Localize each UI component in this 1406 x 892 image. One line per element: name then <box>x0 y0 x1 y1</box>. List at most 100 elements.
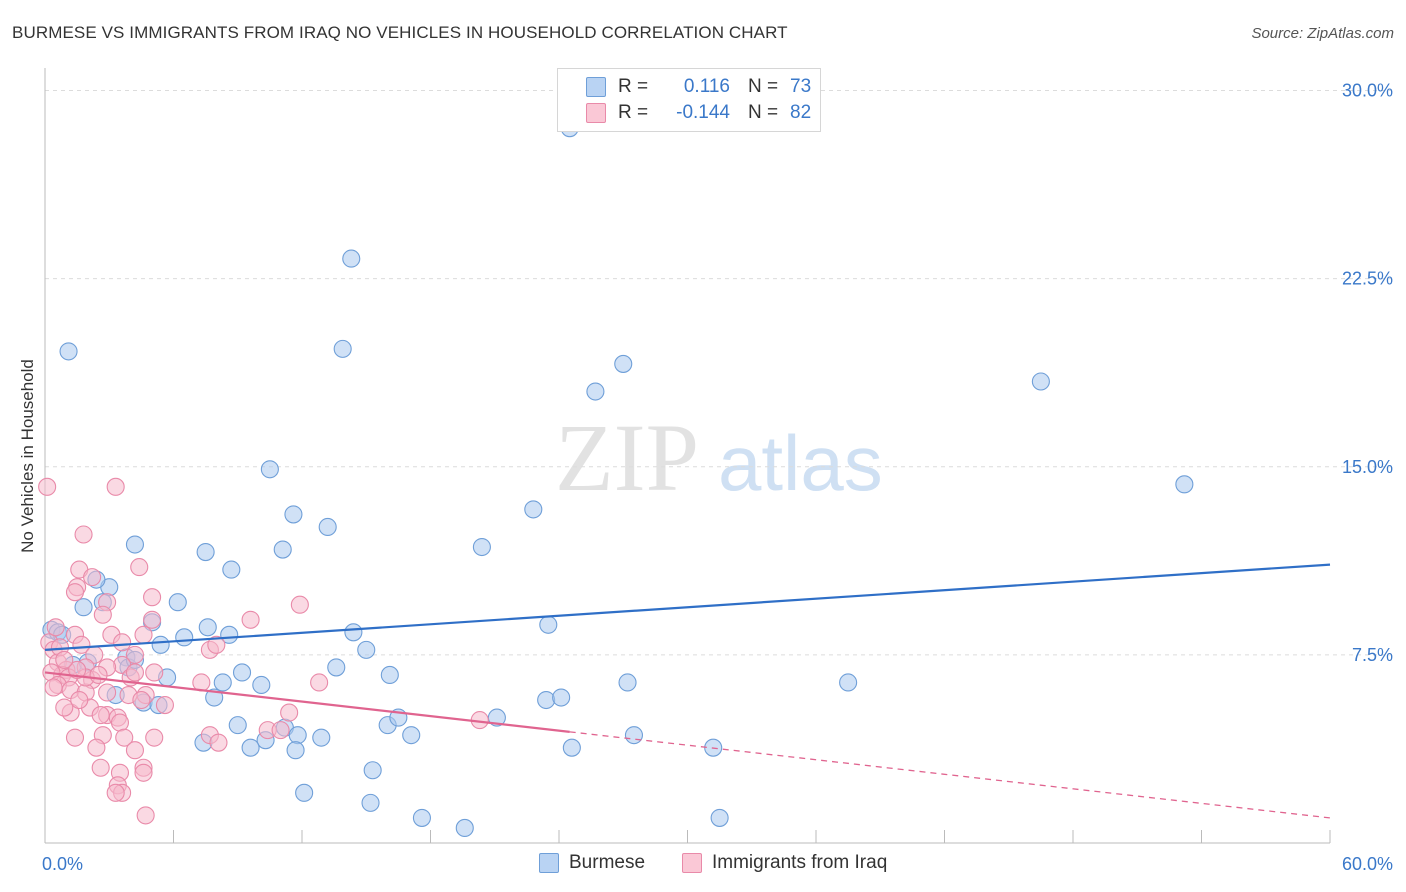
iraq-point <box>115 728 134 747</box>
burmese-point <box>241 738 260 757</box>
iraq-point <box>145 663 164 682</box>
iraq-point <box>93 605 112 624</box>
legend-swatch-iraq <box>586 103 606 123</box>
bottom-legend-label-burmese: Burmese <box>569 852 646 873</box>
iraq-point <box>55 650 74 669</box>
legend-r-value: 0.116 <box>683 76 730 97</box>
iraq-point <box>55 698 74 717</box>
iraq-point <box>44 678 63 697</box>
iraq-point <box>143 588 162 607</box>
iraq-point <box>155 695 174 715</box>
iraq-point <box>89 665 108 685</box>
burmese-point <box>363 761 382 780</box>
legend-r-label: R = <box>618 102 649 123</box>
legend-n-label: N = <box>748 102 779 123</box>
burmese-point <box>710 808 729 827</box>
burmese-point <box>228 716 247 735</box>
iraq-point <box>87 738 106 757</box>
burmese-point <box>839 673 858 692</box>
burmese-point <box>624 726 644 745</box>
burmese-point <box>252 675 271 695</box>
iraq-point <box>106 783 125 802</box>
burmese-point <box>1175 475 1194 494</box>
burmese-point <box>284 505 303 524</box>
legend-n-value: 73 <box>790 76 812 97</box>
burmese-point <box>524 500 543 519</box>
iraq-point <box>145 728 164 747</box>
iraq-point <box>91 706 110 725</box>
burmese-point <box>455 818 474 838</box>
iraq-point <box>72 635 91 654</box>
burmese-point <box>380 665 399 685</box>
bottom-legend-iraq: Immigrants from Iraq <box>682 852 887 874</box>
burmese-point <box>344 623 363 642</box>
iraq-point <box>134 763 153 782</box>
burmese-point <box>286 741 305 760</box>
burmese-point <box>614 354 633 373</box>
iraq-point <box>83 568 102 587</box>
burmese-point <box>472 537 491 557</box>
burmese-point <box>260 460 279 479</box>
iraq-point <box>113 633 132 652</box>
x-tick-label-min: 0.0% <box>42 854 83 874</box>
iraq-point <box>110 713 130 732</box>
iraq-point <box>65 583 85 602</box>
iraq-point <box>209 733 228 752</box>
y-axis-label: No Vehicles in Household <box>18 359 37 553</box>
iraq-point <box>143 610 162 629</box>
legend-r-value: -0.144 <box>676 102 730 123</box>
burmese-point <box>74 598 93 617</box>
iraq-point <box>310 673 329 692</box>
burmese-point <box>273 540 292 559</box>
x-tick-label-max: 60.0% <box>1342 854 1393 874</box>
burmese-point <box>333 339 352 358</box>
legend-r-label: R = <box>618 76 649 97</box>
iraq-point <box>74 525 93 544</box>
burmese-point <box>402 726 421 745</box>
legend-row-burmese: R = 0.116 N = 73 <box>558 75 811 99</box>
y-tick-label: 7.5% <box>1352 645 1393 665</box>
legend-n-value: 82 <box>790 102 812 123</box>
iraq-point <box>68 660 87 679</box>
burmese-point <box>552 688 571 707</box>
burmese-point <box>205 688 224 707</box>
burmese-point <box>312 728 331 747</box>
burmese-point <box>537 690 556 710</box>
burmese-point <box>151 635 170 654</box>
iraq-point <box>136 806 155 825</box>
bottom-legend-swatch-iraq <box>682 853 702 873</box>
bottom-legend-label-iraq: Immigrants from Iraq <box>712 852 888 873</box>
burmese-point <box>1031 372 1050 391</box>
bottom-legend-burmese: Burmese <box>539 852 645 874</box>
watermark-zip: ZIP <box>555 404 699 511</box>
bottom-legend-swatch-burmese <box>539 853 559 873</box>
watermark-atlas: atlas <box>718 419 883 507</box>
iraq-point <box>207 635 226 654</box>
burmese-point <box>586 382 605 401</box>
burmese-point <box>213 673 232 692</box>
burmese-point <box>318 517 337 537</box>
burmese-point <box>232 663 252 682</box>
burmese-point <box>361 793 380 812</box>
iraq-point <box>132 690 151 710</box>
iraq-point <box>46 618 65 637</box>
iraq-point <box>125 741 144 760</box>
burmese-point <box>59 342 78 361</box>
burmese-point <box>168 593 187 612</box>
iraq-point <box>290 595 309 614</box>
iraq-point <box>38 477 57 496</box>
burmese-point <box>196 542 215 562</box>
burmese-point <box>342 249 361 268</box>
iraq-point <box>125 645 144 664</box>
burmese-point <box>327 658 346 677</box>
burmese-point <box>288 726 307 745</box>
burmese-point <box>412 808 431 827</box>
y-tick-label: 22.5% <box>1342 269 1393 289</box>
iraq-point <box>130 558 149 577</box>
iraq-point <box>106 477 125 496</box>
iraq-point <box>271 721 290 740</box>
legend-row-iraq: R = -0.144 N = 82 <box>558 101 811 125</box>
iraq-point <box>91 758 110 777</box>
burmese-point <box>198 618 217 637</box>
burmese-point <box>539 615 558 634</box>
